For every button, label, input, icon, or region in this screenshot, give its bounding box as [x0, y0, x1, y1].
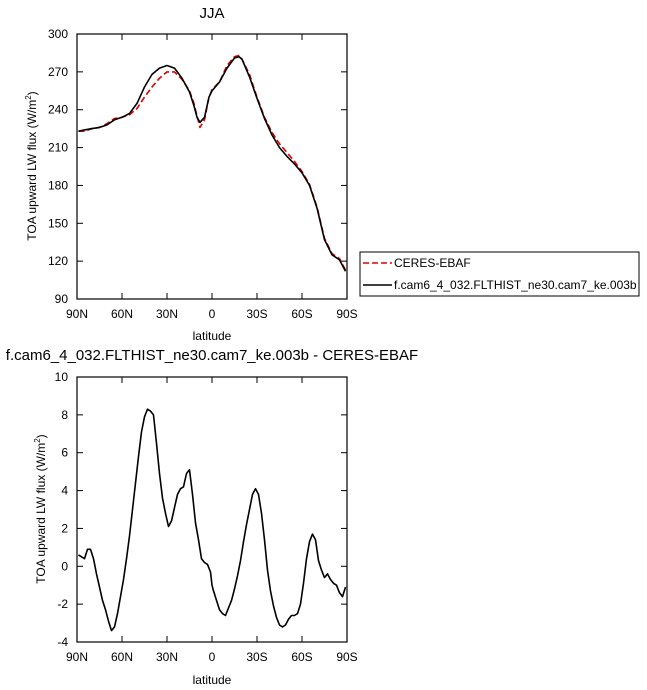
- chart-top-frame: [76, 33, 348, 300]
- chart-bottom-ytick-label: 8: [61, 408, 68, 422]
- legend: CERES-EBAF f.cam6_4_032.FLTHIST_ne30.cam…: [359, 251, 640, 297]
- chart-top-series-line-0: [78, 54, 347, 271]
- chart-top-xtick-label: 60S: [291, 307, 312, 321]
- chart-top-ytick-label: 150: [48, 216, 68, 230]
- chart-top-xtick-label: 30N: [156, 307, 178, 321]
- chart-bottom-xtick-label: 60N: [111, 650, 133, 664]
- chart-bottom-frame: [76, 376, 348, 643]
- chart-top-ytick-label: 270: [48, 65, 68, 79]
- legend-label-ceres: CERES-EBAF: [394, 256, 471, 270]
- legend-label-model: f.cam6_4_032.FLTHIST_ne30.cam7_ke.003b: [394, 278, 637, 292]
- chart-bottom-xtick-label: 0: [209, 650, 216, 664]
- chart-top-xlabel: latitude: [193, 329, 232, 343]
- legend-box: [359, 251, 640, 297]
- chart-bottom-ytick-label: 4: [61, 484, 68, 498]
- chart-bottom-xtick-label: 90S: [336, 650, 357, 664]
- chart-bottom-ytick-label: 10: [55, 370, 69, 384]
- chart-bottom-ytick-label: -4: [57, 635, 68, 649]
- chart-bottom-series-line-0: [78, 408, 347, 632]
- chart-top-ytick-label: 240: [48, 103, 68, 117]
- chart-top-xtick-label: 90S: [336, 307, 357, 321]
- chart-bottom-ylabel: TOA upward LW flux (W/m2): [33, 434, 48, 583]
- chart-top-series-line-1: [78, 55, 347, 272]
- chart-bottom-xtick-label: 90N: [66, 650, 88, 664]
- chart-top-xtick-label: 90N: [66, 307, 88, 321]
- chart-top-ytick-label: 120: [48, 254, 68, 268]
- chart-bottom-xlabel: latitude: [193, 673, 232, 687]
- chart-top-ytick-label: 210: [48, 141, 68, 155]
- chart-bottom-ytick-label: -2: [57, 597, 68, 611]
- chart-bottom-ytick-label: 2: [61, 521, 68, 535]
- chart-top-xtick-label: 60N: [111, 307, 133, 321]
- chart-bottom-xtick-label: 30S: [246, 650, 267, 664]
- chart-bottom-xtick-label: 30N: [156, 650, 178, 664]
- chart-bottom: f.cam6_4_032.FLTHIST_ne30.cam7_ke.003b -…: [6, 347, 418, 687]
- chart-top-ylabel: TOA upward LW flux (W/m2): [24, 91, 39, 240]
- chart-top-title: JJA: [199, 5, 224, 22]
- chart-top-xtick-label: 0: [209, 307, 216, 321]
- chart-top-ytick-label: 180: [48, 178, 68, 192]
- chart-top-xtick-label: 30S: [246, 307, 267, 321]
- chart-bottom-title: f.cam6_4_032.FLTHIST_ne30.cam7_ke.003b -…: [6, 347, 418, 364]
- chart-top-ytick-label: 300: [48, 27, 68, 41]
- chart-bottom-ytick-label: 6: [61, 446, 68, 460]
- chart-bottom-xtick-label: 60S: [291, 650, 312, 664]
- chart-top: JJA 90N 60N 30N 0 30S 60S 90S 90 120 150 180 210 240…: [24, 5, 640, 343]
- chart-top-ytick-label: 90: [55, 292, 69, 306]
- chart-bottom-ytick-label: 0: [61, 559, 68, 573]
